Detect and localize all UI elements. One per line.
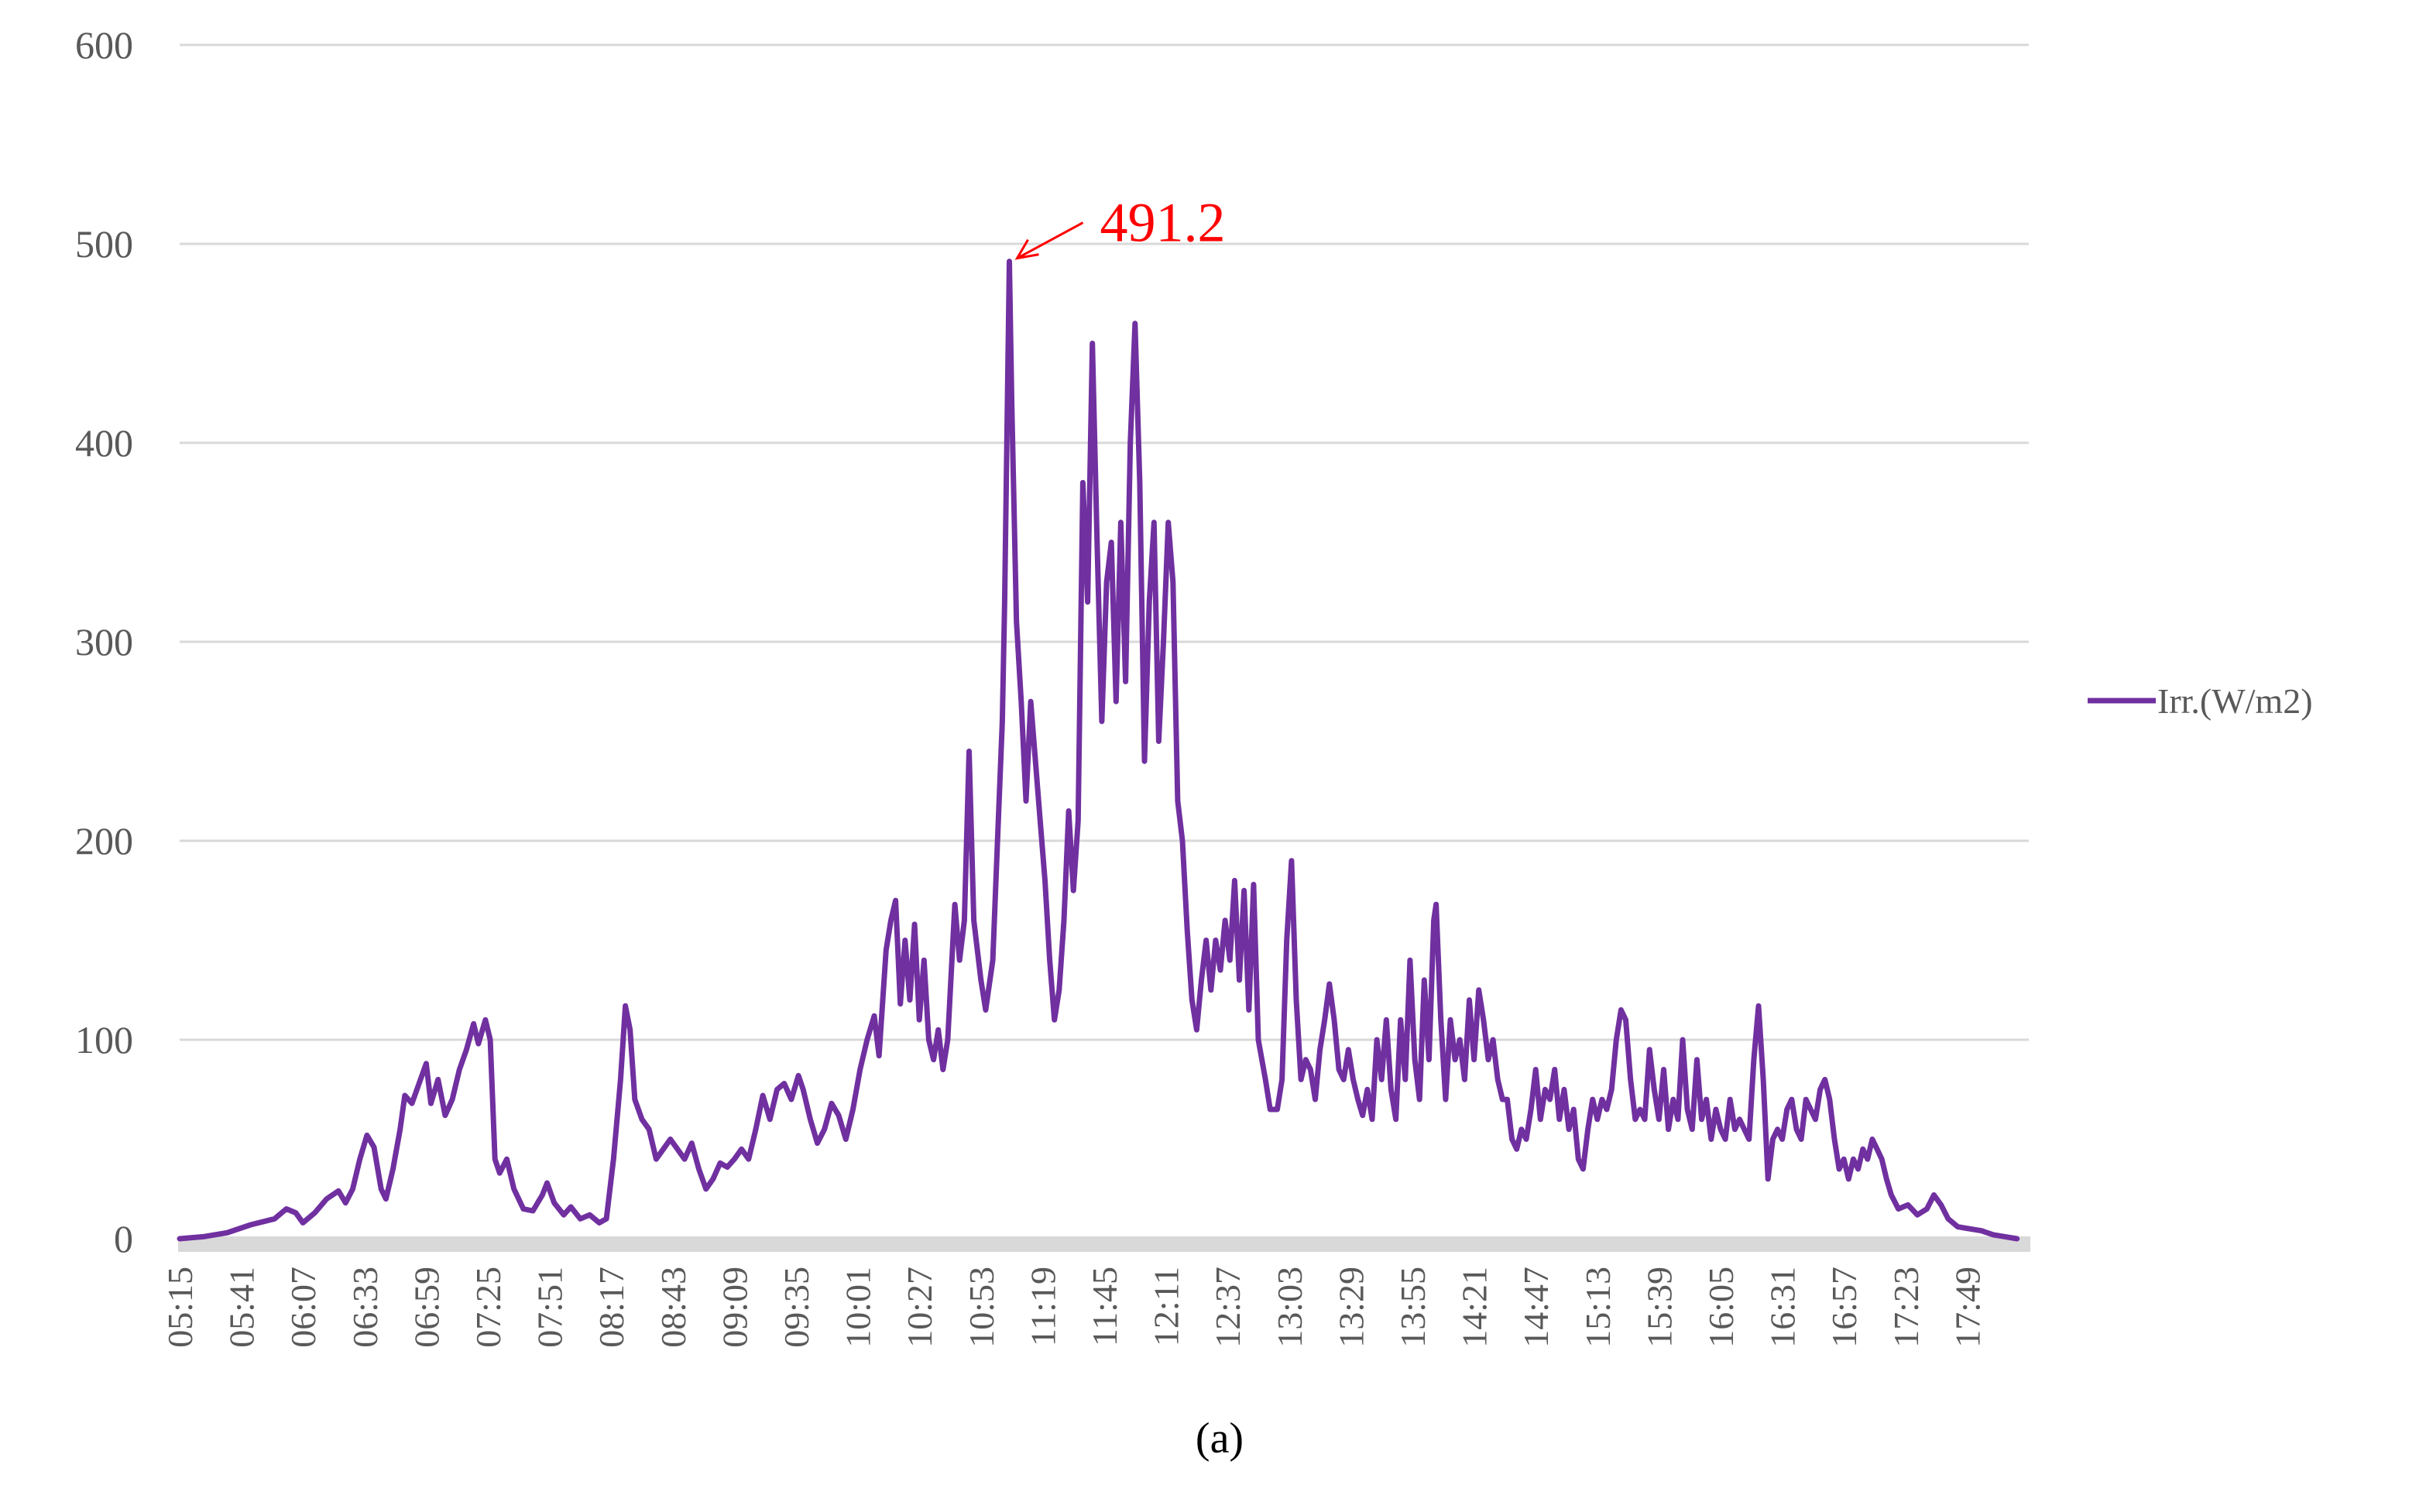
- series-layer: [177, 259, 2020, 1242]
- x-tick-label: 07:25: [468, 1267, 508, 1348]
- y-axis: 0 100 200 300 400 500 600: [75, 23, 133, 1260]
- legend-label: Irr.(W/m2): [2157, 681, 2313, 721]
- x-tick-label: 13:29: [1331, 1267, 1371, 1348]
- annotation-arrowhead: [1014, 238, 1039, 260]
- x-tick-label: 14:47: [1516, 1267, 1556, 1348]
- y-tick-label: 400: [75, 421, 133, 465]
- x-tick-label: 16:31: [1763, 1267, 1803, 1348]
- x-tick-label: 13:55: [1393, 1267, 1433, 1348]
- x-tick-label: 12:11: [1147, 1267, 1186, 1346]
- x-tick-label: 06:59: [407, 1267, 446, 1348]
- x-tick-label: 17:23: [1886, 1267, 1926, 1348]
- x-tick-label: 07:51: [530, 1267, 570, 1348]
- x-tick-label: 09:09: [715, 1267, 754, 1348]
- y-tick-label: 600: [75, 23, 133, 67]
- legend[interactable]: Irr.(W/m2): [2088, 681, 2313, 721]
- x-tick-label: 06:07: [283, 1267, 323, 1348]
- x-tick-label: 16:57: [1824, 1267, 1864, 1348]
- series-line-0: [177, 259, 2020, 1242]
- x-tick-label: 11:45: [1085, 1267, 1124, 1346]
- x-tick-label: 06:33: [345, 1267, 385, 1348]
- annotation-layer: 491.2: [1014, 192, 1226, 260]
- figure-caption: (a): [1196, 1414, 1244, 1462]
- x-tick-label: 10:01: [839, 1267, 878, 1348]
- x-tick-label: 08:43: [654, 1267, 693, 1348]
- x-tick-label: 17:49: [1947, 1267, 1987, 1348]
- x-tick-label: 10:27: [900, 1267, 939, 1348]
- x-axis: 05:15 05:41 06:07 06:33 06:59 07:25 07:51 08:17…: [160, 1236, 2030, 1348]
- x-tick-label: 16:05: [1701, 1267, 1741, 1348]
- x-tick-label: 13:03: [1270, 1267, 1309, 1348]
- y-tick-label: 300: [75, 620, 133, 663]
- x-tick-label: 10:53: [962, 1267, 1001, 1348]
- annotation-label: 491.2: [1100, 192, 1226, 254]
- y-tick-label: 100: [75, 1018, 133, 1061]
- x-tick-label: 12:37: [1208, 1267, 1247, 1348]
- x-tick-label: 05:15: [160, 1267, 200, 1348]
- x-tick-label: 09:35: [777, 1267, 816, 1348]
- x-tick-label: 11:19: [1023, 1267, 1062, 1346]
- x-tick-label: 05:41: [222, 1267, 262, 1348]
- x-tick-label: 14:21: [1455, 1267, 1494, 1348]
- y-tick-label: 0: [114, 1217, 133, 1260]
- x-tick-label: 15:13: [1578, 1267, 1618, 1348]
- annotation-arrow: [1016, 221, 1084, 259]
- y-tick-label: 200: [75, 819, 133, 862]
- x-tick-label: 15:39: [1639, 1267, 1679, 1348]
- x-axis-line: [178, 1236, 2030, 1252]
- x-tick-label: 08:17: [592, 1267, 631, 1348]
- y-tick-label: 500: [75, 222, 133, 266]
